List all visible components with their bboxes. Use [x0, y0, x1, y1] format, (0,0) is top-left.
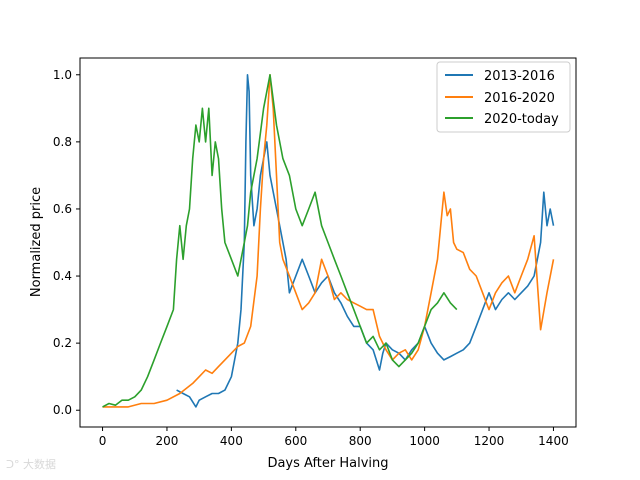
y-tick-label: 0.6 — [53, 202, 72, 216]
y-tick-label: 0.4 — [53, 269, 72, 283]
x-tick-label: 1400 — [538, 434, 569, 448]
y-tick-label: 0.2 — [53, 336, 72, 350]
legend-box — [436, 61, 571, 133]
y-tick-label: 0.0 — [53, 403, 72, 417]
legend-label-2020-today: 2020-today — [484, 112, 559, 127]
legend-label-2013-2016: 2013-2016 — [484, 69, 555, 84]
series-layer — [102, 74, 555, 408]
x-tick-label: 800 — [349, 434, 372, 448]
x-tick-label: 1000 — [409, 434, 440, 448]
y-tick-label: 0.8 — [53, 135, 72, 149]
x-axis: 0 200 400 600 800 1000 1200 1400 — [99, 427, 569, 448]
series-line-2013-2016 — [176, 74, 555, 408]
plot-frame — [79, 57, 577, 428]
x-tick-label: 600 — [284, 434, 307, 448]
x-tick-label: 200 — [156, 434, 179, 448]
x-tick-label: 0 — [99, 434, 107, 448]
legend-label-2016-2020: 2016-2020 — [484, 91, 555, 106]
watermark-text: 大数据 — [23, 458, 57, 471]
y-axis-label: Normalized price — [29, 187, 44, 297]
y-axis: 0.0 0.2 0.4 0.6 0.8 1.0 — [53, 68, 80, 417]
x-axis-label: Days After Halving — [267, 456, 388, 471]
watermark: ᑐ° 大数据 — [6, 456, 56, 472]
x-tick-label: 1200 — [474, 434, 505, 448]
y-tick-label: 1.0 — [53, 68, 72, 82]
series-line-2020-today — [102, 74, 458, 408]
watermark-icon: ᑐ° — [6, 458, 20, 471]
x-tick-label: 400 — [220, 434, 243, 448]
legend: 2013-2016 2016-2020 2020-today — [436, 61, 571, 133]
